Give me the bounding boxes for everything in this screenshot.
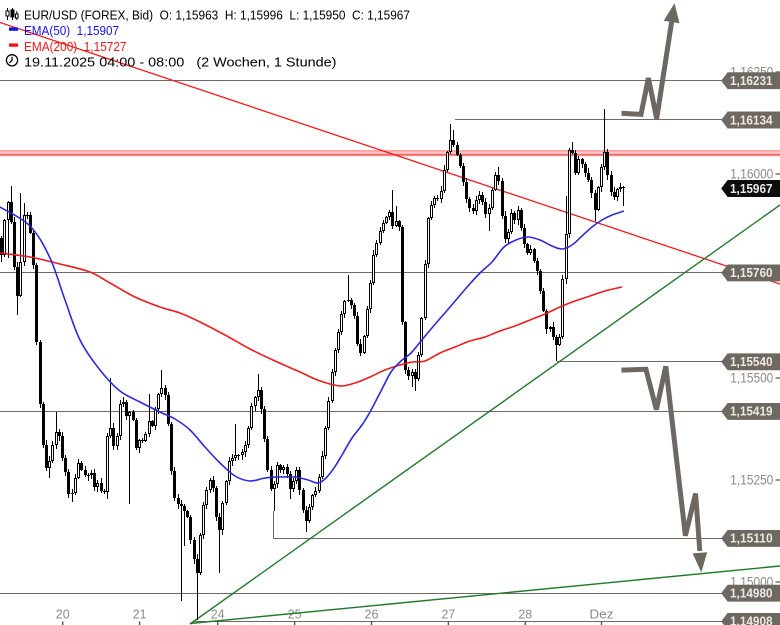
svg-text:1,15967: 1,15967	[730, 181, 773, 196]
svg-text:EMA(200) 1,15727: EMA(200) 1,15727	[24, 39, 127, 54]
svg-text:21: 21	[133, 607, 147, 622]
svg-text:25: 25	[288, 607, 302, 622]
svg-text:1,14908: 1,14908	[730, 614, 773, 625]
svg-text:19.11.2025 04:00 - 08:00 (2: 19.11.2025 04:00 - 08:00 (2 Wochen, 1 St…	[24, 55, 337, 70]
svg-text:1,15419: 1,15419	[730, 404, 773, 419]
svg-text:1,16134: 1,16134	[730, 112, 773, 127]
svg-text:20: 20	[56, 607, 70, 622]
svg-text:1,15250: 1,15250	[730, 473, 773, 488]
svg-text:1,15540: 1,15540	[730, 354, 773, 369]
svg-text:1,15500: 1,15500	[730, 371, 773, 386]
svg-text:1,14980: 1,14980	[730, 586, 773, 601]
svg-text:EUR/USD (FOREX, Bid) O: 1,159: EUR/USD (FOREX, Bid) O: 1,15963 H: 1,159…	[24, 8, 410, 23]
svg-text:1,16000: 1,16000	[730, 167, 773, 182]
svg-text:1,16231: 1,16231	[730, 73, 773, 88]
svg-text:28: 28	[518, 607, 532, 622]
svg-text:Dez: Dez	[589, 607, 613, 622]
svg-text:1,15110: 1,15110	[730, 531, 773, 546]
svg-text:1,15760: 1,15760	[730, 265, 773, 280]
svg-text:27: 27	[442, 607, 456, 622]
svg-text:EMA(50) 1,15907: EMA(50) 1,15907	[24, 23, 119, 38]
svg-text:26: 26	[365, 607, 379, 622]
svg-text:24: 24	[211, 607, 225, 622]
